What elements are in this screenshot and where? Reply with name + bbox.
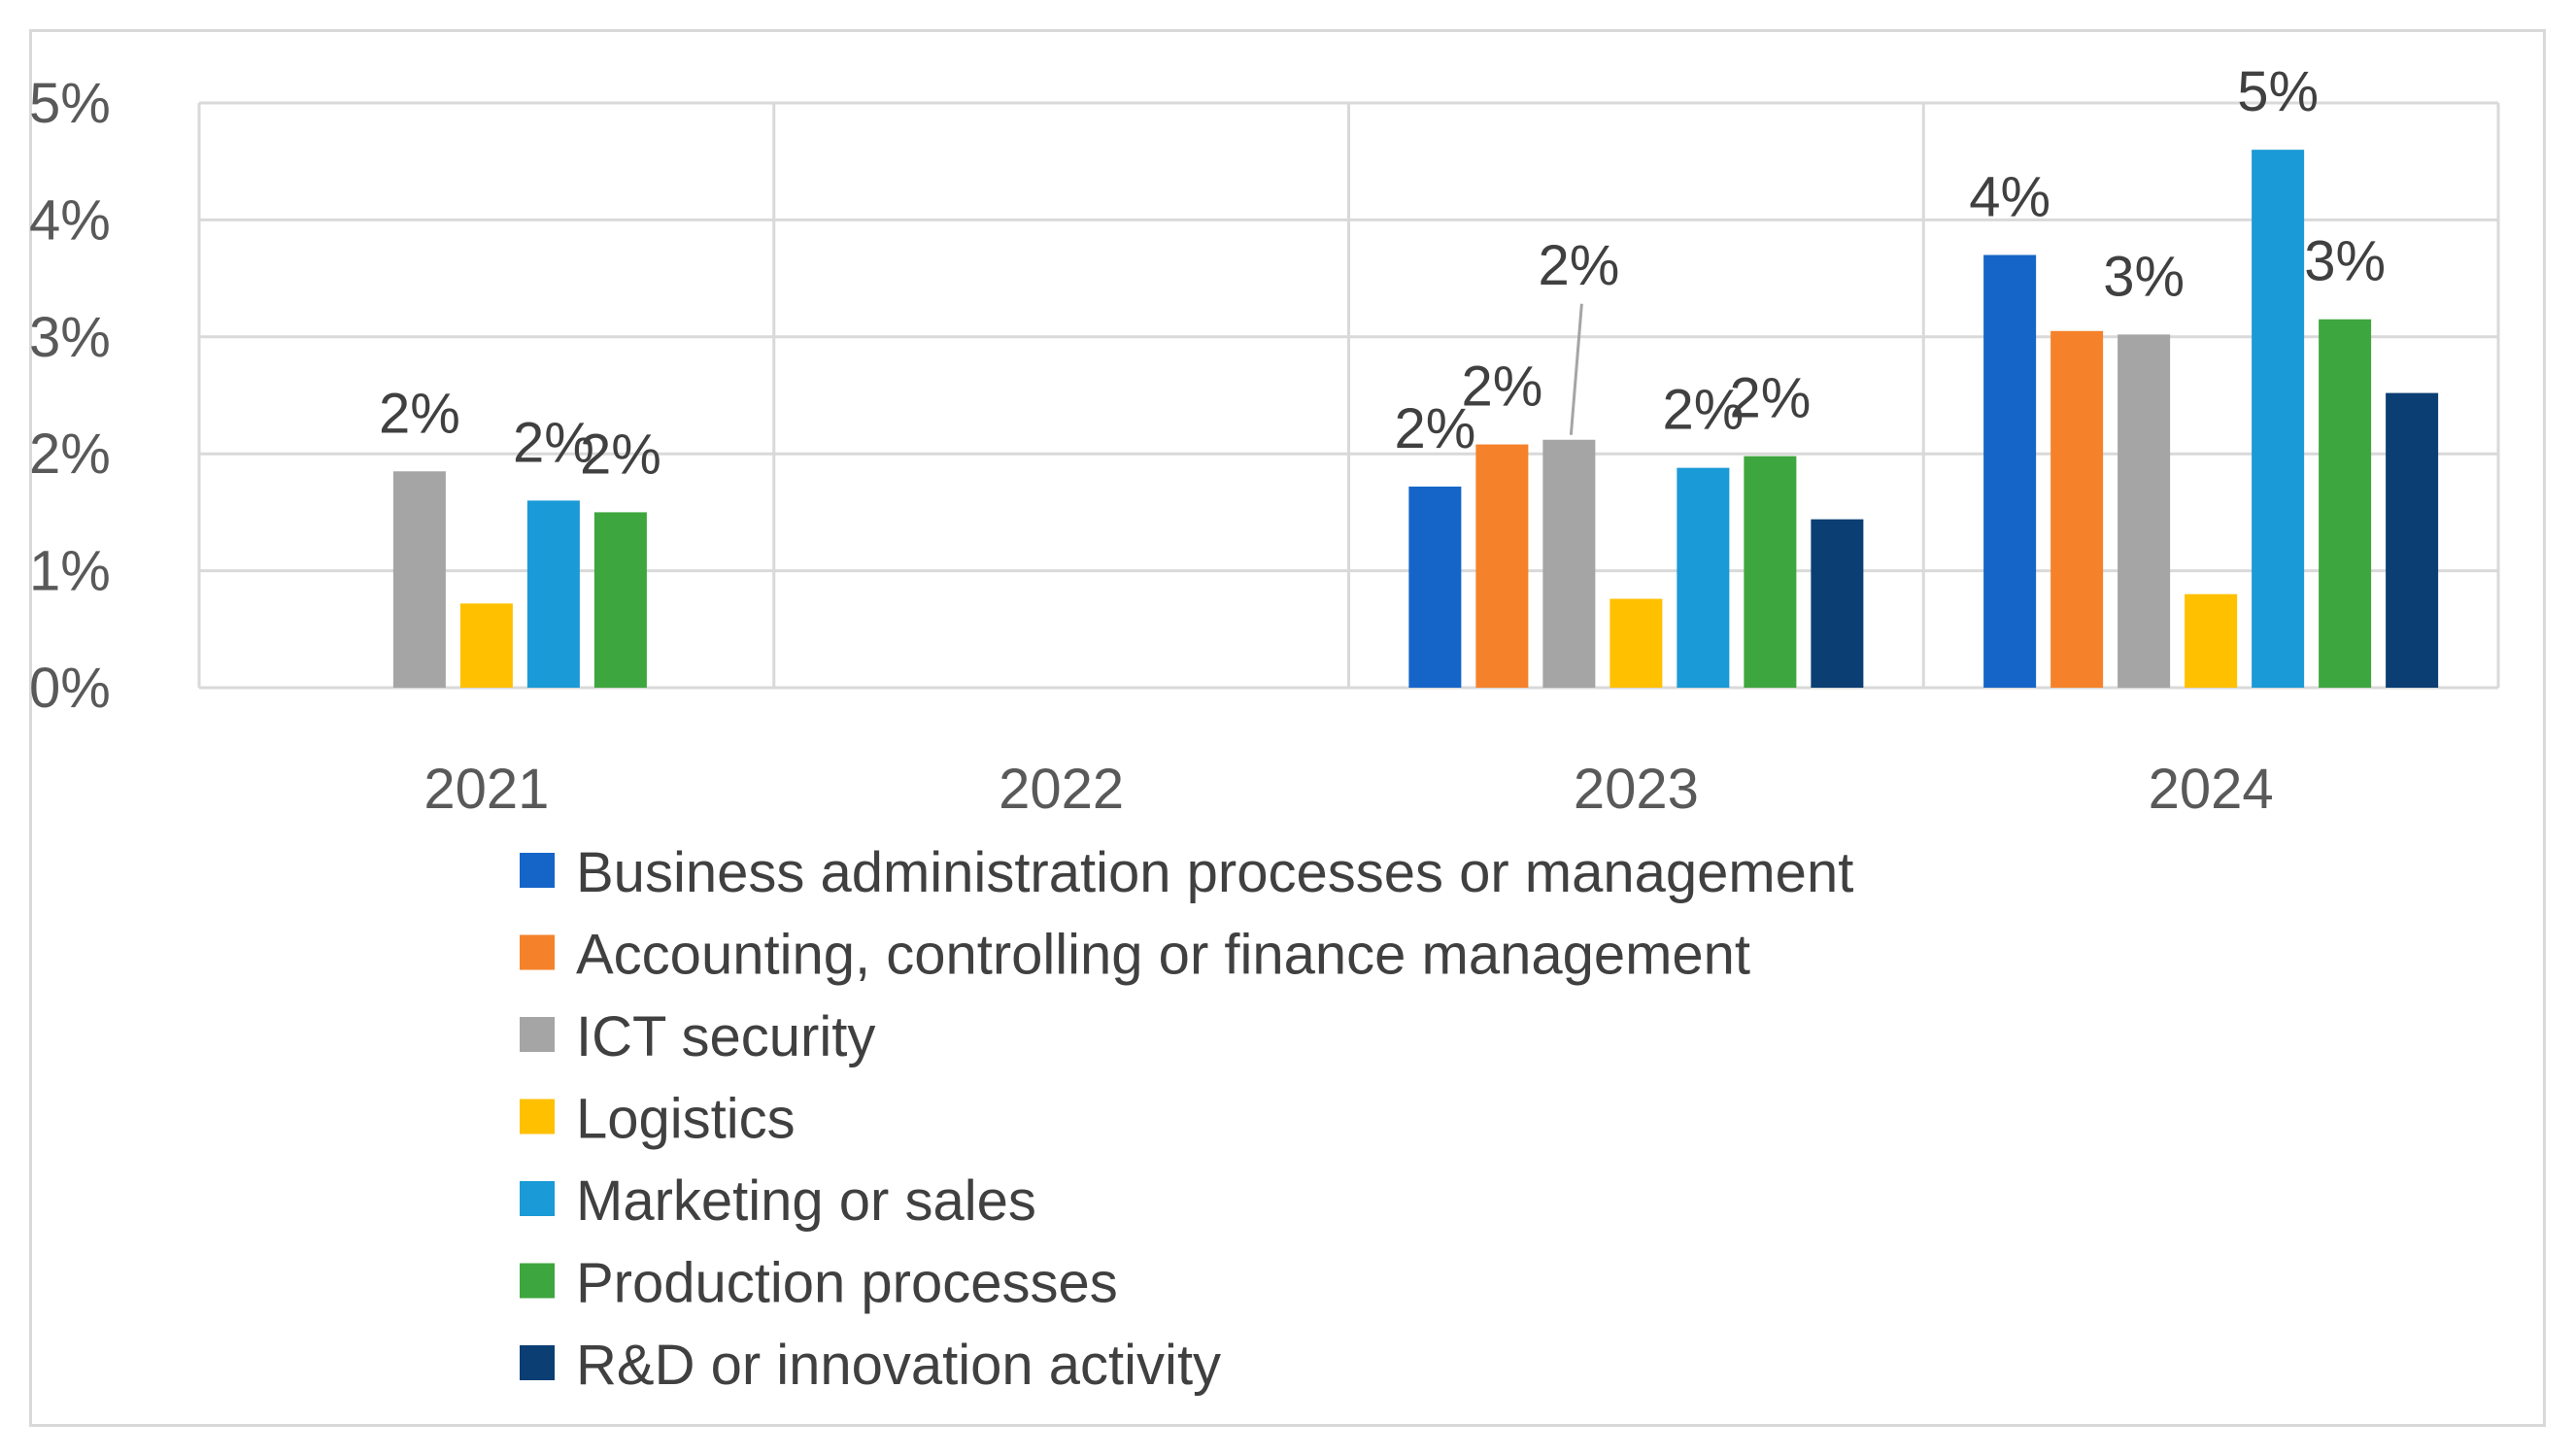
bar bbox=[2118, 334, 2171, 688]
bar bbox=[2050, 330, 2104, 688]
x-tick-label: 2023 bbox=[1574, 758, 1699, 821]
data-label: 2% bbox=[1662, 379, 1744, 442]
legend-swatch bbox=[520, 1017, 555, 1052]
bar bbox=[1677, 467, 1730, 688]
x-tick-label: 2021 bbox=[424, 758, 549, 821]
data-label: 2% bbox=[1729, 367, 1811, 430]
y-tick-label: 3% bbox=[29, 306, 111, 369]
bar bbox=[1983, 254, 2037, 688]
bar bbox=[392, 471, 446, 688]
gridlines bbox=[197, 101, 2500, 690]
x-tick-label: 2024 bbox=[2149, 758, 2274, 821]
y-tick-label: 5% bbox=[29, 72, 111, 135]
data-label: 4% bbox=[1969, 166, 2050, 229]
legend-swatch bbox=[520, 853, 555, 888]
legend-swatch bbox=[520, 1263, 555, 1299]
data-label: 2% bbox=[580, 423, 661, 486]
bar bbox=[2252, 150, 2305, 688]
legend-label: Production processes bbox=[576, 1252, 1118, 1315]
bar bbox=[2319, 319, 2372, 688]
data-labels: 2% 2%2% 2%2%2%2%2%4%3%5%3% bbox=[379, 60, 2386, 486]
bar bbox=[593, 512, 647, 688]
x-axis-ticks: 2021 2022 2023 2024 bbox=[424, 758, 2273, 821]
legend-label: Accounting, controlling or finance manag… bbox=[576, 924, 1750, 987]
chart-frame bbox=[29, 29, 2546, 1427]
legend: Business administration processes or man… bbox=[520, 841, 1853, 1397]
data-label: 2% bbox=[1394, 397, 1475, 460]
legend-label: Business administration processes or man… bbox=[576, 841, 1853, 904]
bars bbox=[392, 150, 2439, 688]
data-label: 5% bbox=[2237, 60, 2319, 123]
x-tick-label: 2022 bbox=[999, 758, 1124, 821]
data-label: 3% bbox=[2103, 245, 2185, 308]
data-label: 2% bbox=[379, 382, 460, 445]
legend-swatch bbox=[520, 1345, 555, 1380]
bar bbox=[459, 603, 513, 688]
y-tick-label: 2% bbox=[29, 423, 111, 486]
bar bbox=[1811, 519, 1864, 688]
y-tick-label: 1% bbox=[29, 540, 111, 603]
bar bbox=[1609, 598, 1663, 688]
legend-swatch bbox=[520, 1181, 555, 1216]
legend-swatch bbox=[520, 934, 555, 970]
bar bbox=[1408, 486, 1462, 688]
data-label: 2% bbox=[513, 411, 594, 474]
bar bbox=[1744, 456, 1797, 688]
bar bbox=[2386, 392, 2439, 688]
legend-label: Marketing or sales bbox=[576, 1169, 1036, 1233]
y-axis-ticks: 0% 1% 2% 3% 4% 5% bbox=[29, 72, 111, 720]
legend-label: ICT security bbox=[576, 1005, 875, 1068]
data-label: 3% bbox=[2304, 230, 2386, 293]
data-label: 2% bbox=[1461, 356, 1542, 419]
data-label: 2% bbox=[1538, 234, 1619, 297]
bar bbox=[1542, 439, 1596, 688]
bar bbox=[1475, 444, 1529, 688]
legend-label: R&D or innovation activity bbox=[576, 1334, 1221, 1397]
y-tick-label: 4% bbox=[29, 188, 111, 252]
bar bbox=[526, 500, 580, 688]
leader-line bbox=[1569, 303, 1583, 435]
legend-swatch bbox=[520, 1099, 555, 1134]
y-tick-label: 0% bbox=[29, 657, 111, 720]
legend-label: Logistics bbox=[576, 1088, 796, 1151]
bar bbox=[2185, 593, 2238, 688]
